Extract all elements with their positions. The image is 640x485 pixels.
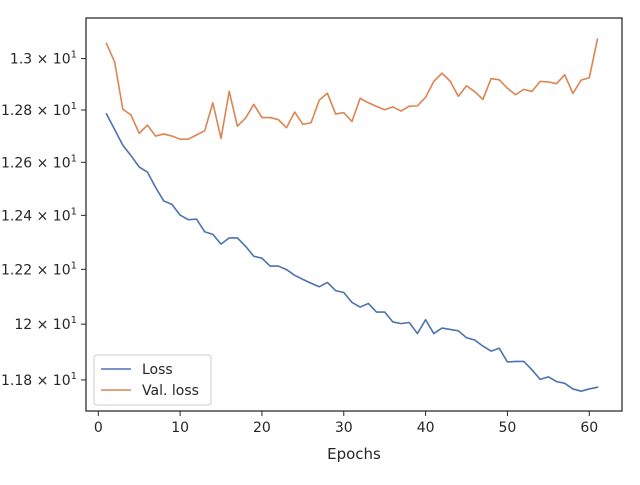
- legend-label-1: Val. loss: [142, 383, 199, 399]
- x-tick-label: 20: [253, 420, 271, 436]
- y-tick-label: 1.18 × 101: [1, 371, 77, 389]
- legend-box: [93, 354, 212, 406]
- series-line-0: [105, 112, 599, 392]
- x-tick-label: 0: [94, 420, 103, 436]
- legend: Loss Val. loss: [93, 354, 212, 406]
- x-tick-label: 30: [335, 420, 353, 436]
- y-tick-label: 1.3 × 101: [10, 50, 77, 68]
- x-tick-label: 60: [580, 420, 598, 436]
- series-line-1: [105, 38, 599, 140]
- axis-ticks: 0 10 20 30 40 50 60 1.18 × 101 12 × 101 1.22 × 10…: [1, 50, 598, 436]
- x-tick-label: 10: [171, 420, 189, 436]
- legend-label-0: Loss: [142, 362, 173, 378]
- plot-frame: [85, 17, 623, 412]
- series-lines: [105, 38, 599, 392]
- x-tick-label: 50: [499, 420, 517, 436]
- y-tick-label: 1.22 × 101: [1, 260, 77, 278]
- y-tick-label: 1.28 × 101: [1, 101, 77, 119]
- x-tick-label: 40: [417, 420, 435, 436]
- y-tick-label: 1.26 × 101: [1, 153, 77, 171]
- y-tick-label: 1.24 × 101: [1, 206, 77, 224]
- y-tick-label: 12 × 101: [14, 315, 77, 333]
- x-axis-label: Epochs: [327, 445, 381, 463]
